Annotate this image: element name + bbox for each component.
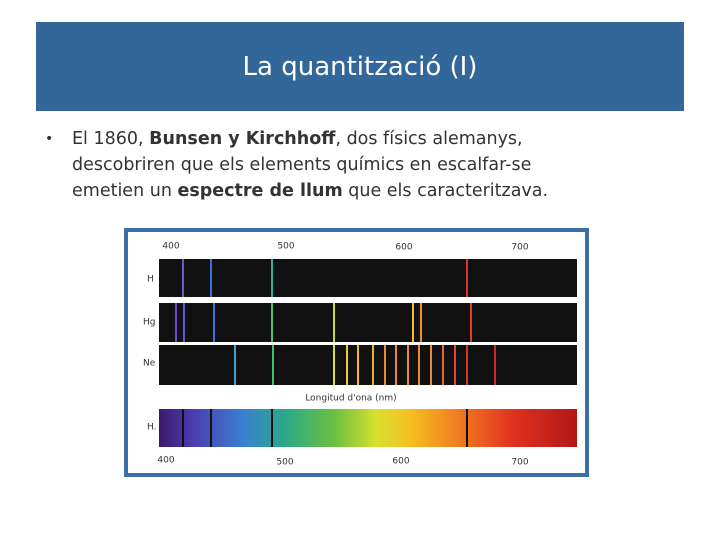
spectral-line	[466, 345, 468, 385]
row-label: Ne	[143, 359, 156, 369]
text: emetien un	[72, 181, 178, 201]
row-label: Hg	[143, 318, 155, 328]
spectral-line	[395, 345, 397, 385]
spectral-line	[420, 303, 422, 342]
bullet-text: El 1860, Bunsen y Kirchhoff, dos físics …	[72, 126, 548, 204]
spectral-line	[442, 345, 444, 385]
top-tick-label: 500	[277, 242, 294, 252]
absorption-lines	[182, 409, 468, 447]
spectral-line	[466, 259, 468, 297]
spectral-line	[183, 303, 185, 342]
slide-title: La quantització (I)	[36, 22, 684, 111]
spectral-line	[271, 303, 273, 342]
bottom-tick-label: 600	[392, 457, 409, 467]
continuous-strip	[159, 409, 577, 447]
bold-text: espectre de llum	[177, 181, 343, 201]
spectral-line	[175, 303, 177, 342]
absorption-line	[271, 409, 273, 447]
figure-caption: Longitud d'ona (nm)	[305, 394, 396, 404]
spectral-line	[213, 303, 215, 342]
spectrum-strips	[159, 259, 577, 447]
text: descobriren que els elements químics en …	[72, 155, 532, 175]
spectral-line	[210, 259, 212, 297]
strip	[159, 303, 577, 342]
spectral-line	[357, 345, 359, 385]
hg-lines	[175, 303, 472, 342]
absorption-line	[466, 409, 468, 447]
spectral-line	[494, 345, 496, 385]
top-tick-label: 700	[511, 243, 528, 253]
row-label: H.	[147, 423, 156, 433]
bottom-tick-label: 500	[276, 458, 293, 468]
h-lines	[182, 259, 468, 297]
spectral-line	[346, 345, 348, 385]
row-label: H	[147, 275, 154, 285]
spectral-line	[333, 303, 335, 342]
bullet-item: • El 1860, Bunsen y Kirchhoff, dos físic…	[45, 126, 685, 230]
spectral-line	[372, 345, 374, 385]
spectral-line	[412, 303, 414, 342]
spectral-line	[454, 345, 456, 385]
spectral-line	[430, 345, 432, 385]
bullet-dot: •	[45, 131, 54, 147]
text: El 1860,	[72, 129, 150, 149]
spectral-line	[384, 345, 386, 385]
bottom-tick-label: 400	[157, 456, 174, 466]
spectral-line	[470, 303, 472, 342]
absorption-line	[182, 409, 184, 447]
text: que els caracteritzava.	[342, 181, 549, 201]
top-tick-label: 400	[162, 242, 179, 252]
strip	[159, 345, 577, 385]
spectral-line	[272, 345, 274, 385]
spectral-line	[407, 345, 409, 385]
spectral-line	[234, 345, 236, 385]
bottom-tick-label: 700	[511, 458, 528, 468]
spectral-line	[418, 345, 420, 385]
top-tick-label: 600	[395, 243, 412, 253]
spectral-line	[271, 259, 273, 297]
strip	[159, 259, 577, 297]
ne-lines	[234, 345, 496, 385]
text: , dos físics alemanys,	[335, 129, 523, 149]
bold-text: Bunsen y Kirchhoff	[149, 129, 336, 149]
spectral-line	[333, 345, 335, 385]
absorption-line	[210, 409, 212, 447]
spectral-line	[182, 259, 184, 297]
